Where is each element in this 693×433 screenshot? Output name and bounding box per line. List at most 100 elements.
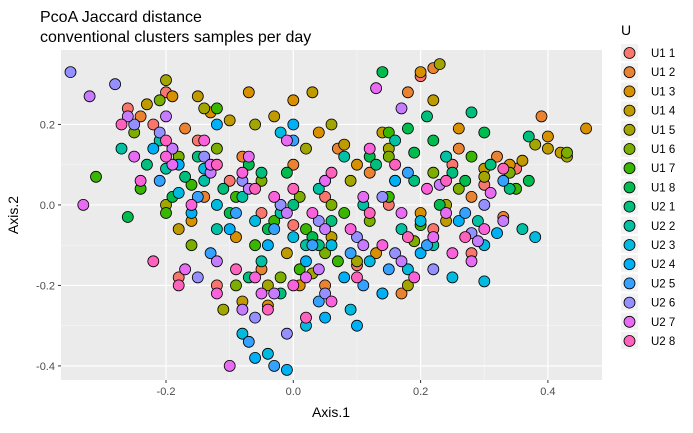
chart-title-line-2: conventional clusters samples per day xyxy=(40,29,311,46)
data-point xyxy=(478,170,491,183)
data-point xyxy=(344,247,357,260)
data-point xyxy=(293,263,306,276)
data-point xyxy=(312,215,325,227)
data-point xyxy=(198,102,211,115)
data-point xyxy=(542,142,554,155)
data-point xyxy=(121,110,134,123)
data-point xyxy=(497,215,510,227)
data-point xyxy=(287,118,300,131)
data-point xyxy=(274,126,287,139)
data-point xyxy=(166,90,179,103)
data-point xyxy=(503,182,516,195)
data-point xyxy=(147,142,160,155)
data-point xyxy=(172,223,185,236)
data-point xyxy=(230,279,242,292)
data-point xyxy=(580,122,592,135)
data-point xyxy=(293,190,306,203)
data-point xyxy=(287,279,300,292)
data-point xyxy=(363,207,376,219)
data-point xyxy=(312,182,325,195)
data-point xyxy=(83,90,96,103)
data-point xyxy=(491,227,503,240)
data-point xyxy=(497,162,510,175)
data-point xyxy=(382,150,395,163)
data-point xyxy=(421,239,433,252)
legend-key xyxy=(623,181,636,194)
data-point xyxy=(255,287,268,300)
data-point xyxy=(351,271,363,284)
data-point xyxy=(427,134,440,147)
data-point xyxy=(249,215,262,227)
data-point xyxy=(338,138,351,151)
data-point xyxy=(255,255,268,268)
data-point xyxy=(465,106,478,119)
data-point xyxy=(452,215,465,227)
data-point xyxy=(280,207,293,219)
legend-key xyxy=(623,200,636,213)
data-point xyxy=(465,255,478,268)
data-point xyxy=(414,215,427,227)
legend-label: U1 3 xyxy=(651,86,675,98)
data-point xyxy=(382,126,395,139)
data-point xyxy=(223,359,236,372)
data-point xyxy=(401,263,414,276)
data-point xyxy=(478,126,491,139)
data-point xyxy=(440,150,453,163)
legend-label: U1 4 xyxy=(651,106,676,118)
data-point xyxy=(268,359,281,372)
data-point xyxy=(452,142,465,155)
data-point xyxy=(522,130,535,143)
plot-panel xyxy=(61,50,602,380)
data-point xyxy=(459,207,472,219)
data-point xyxy=(140,98,153,111)
data-point xyxy=(191,271,204,284)
data-point xyxy=(344,223,357,236)
data-point xyxy=(484,158,497,171)
legend-key xyxy=(623,315,636,328)
data-point xyxy=(223,223,236,236)
legend-key xyxy=(623,335,636,347)
data-point xyxy=(325,118,338,131)
data-point xyxy=(325,166,338,179)
legend-label: U2 8 xyxy=(651,336,675,348)
data-point xyxy=(64,66,77,78)
data-point xyxy=(166,142,179,155)
data-point xyxy=(300,311,312,324)
data-point xyxy=(325,198,338,211)
data-point xyxy=(357,190,370,203)
data-point xyxy=(230,263,242,276)
data-point xyxy=(300,271,312,284)
data-point xyxy=(389,174,402,187)
data-point xyxy=(401,231,414,244)
data-point xyxy=(465,150,478,163)
data-point xyxy=(319,223,332,236)
data-point xyxy=(382,263,395,276)
legend-items: U1 1 U1 2 U1 3 U1 4 U1 5 U1 6 U1 7 U1 8 U2 1 U2 2… xyxy=(621,44,676,349)
x-tick-label: 0.2 xyxy=(413,386,428,398)
data-point xyxy=(274,271,287,284)
data-point xyxy=(198,174,211,187)
data-point xyxy=(160,110,172,123)
data-point xyxy=(522,174,535,187)
data-point xyxy=(230,207,242,219)
data-point xyxy=(153,174,166,187)
data-point xyxy=(440,207,453,219)
data-point xyxy=(408,146,421,159)
data-point xyxy=(408,271,421,284)
data-point xyxy=(280,363,293,376)
legend-key xyxy=(623,219,636,232)
data-point xyxy=(230,231,242,244)
data-point xyxy=(210,142,223,155)
data-point xyxy=(147,255,160,268)
data-point xyxy=(529,231,542,244)
legend-key xyxy=(623,123,636,136)
data-point xyxy=(376,239,389,252)
data-point xyxy=(77,198,90,211)
data-point xyxy=(325,239,338,252)
data-point xyxy=(497,174,510,187)
data-point xyxy=(414,66,427,78)
data-point xyxy=(153,126,166,139)
data-point xyxy=(236,303,249,316)
data-point xyxy=(427,94,440,107)
